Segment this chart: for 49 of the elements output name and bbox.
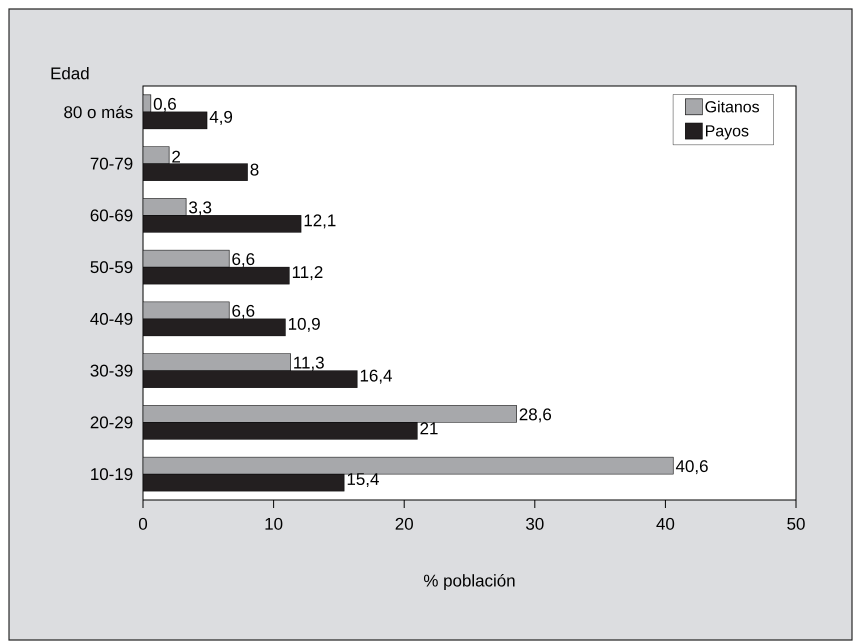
legend-label: Payos xyxy=(706,125,748,140)
legend-label: Gitanos xyxy=(705,100,760,112)
data-label: 40,6 xyxy=(676,460,708,474)
x-tick-label: 50 xyxy=(787,518,805,530)
data-label: 4,9 xyxy=(210,110,232,125)
data-label: 3,3 xyxy=(189,201,212,216)
bar xyxy=(143,250,230,268)
data-label: 8 xyxy=(250,164,258,176)
data-label: 15,4 xyxy=(348,473,379,488)
bar xyxy=(143,474,344,492)
x-tick-label: 0 xyxy=(138,518,148,530)
y-tick-label: 80 o más xyxy=(64,106,133,118)
bar xyxy=(143,456,674,474)
data-label: 2 xyxy=(172,150,180,163)
y-tick-label: 70-79 xyxy=(90,158,132,170)
y-tick-label: 20-29 xyxy=(90,416,132,428)
y-axis-title: Edad xyxy=(51,66,89,80)
y-tick-label: 30-39 xyxy=(90,364,132,377)
data-label: 28,6 xyxy=(520,408,552,422)
bar xyxy=(143,163,248,181)
x-tick-label: 20 xyxy=(396,518,413,530)
data-label: 10,9 xyxy=(288,318,320,332)
bar xyxy=(143,405,517,423)
data-label: 11,3 xyxy=(294,356,324,371)
bar xyxy=(143,302,230,320)
bar xyxy=(143,198,186,216)
data-label: 12,1 xyxy=(304,214,336,228)
data-label: 6,6 xyxy=(232,253,254,268)
y-tick-label: 10-19 xyxy=(91,468,132,480)
data-label: 16,4 xyxy=(360,370,392,384)
bar xyxy=(143,318,286,336)
y-tick-label: 40-49 xyxy=(90,312,132,325)
y-tick-label: 50-59 xyxy=(90,261,132,274)
bar xyxy=(143,112,208,130)
y-tick-label: 60-69 xyxy=(90,209,132,222)
bar xyxy=(143,353,291,371)
bar xyxy=(143,422,418,440)
bar xyxy=(143,370,358,388)
bar xyxy=(143,266,290,284)
x-tick-label: 30 xyxy=(526,518,544,530)
data-label: 11,2 xyxy=(292,266,322,280)
bar xyxy=(143,215,302,233)
data-label: 21 xyxy=(420,422,438,434)
data-label: 6,6 xyxy=(232,304,254,319)
bar xyxy=(143,146,170,164)
x-tick-label: 40 xyxy=(656,518,674,530)
x-axis-title: % población xyxy=(424,574,514,590)
x-tick-label: 10 xyxy=(265,518,282,530)
data-label: 0,6 xyxy=(154,98,176,112)
